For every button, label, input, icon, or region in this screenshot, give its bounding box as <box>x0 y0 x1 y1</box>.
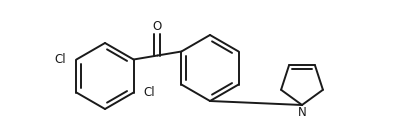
Text: Cl: Cl <box>143 86 155 99</box>
Text: Cl: Cl <box>55 53 67 66</box>
Text: O: O <box>153 20 162 33</box>
Text: N: N <box>297 105 307 119</box>
